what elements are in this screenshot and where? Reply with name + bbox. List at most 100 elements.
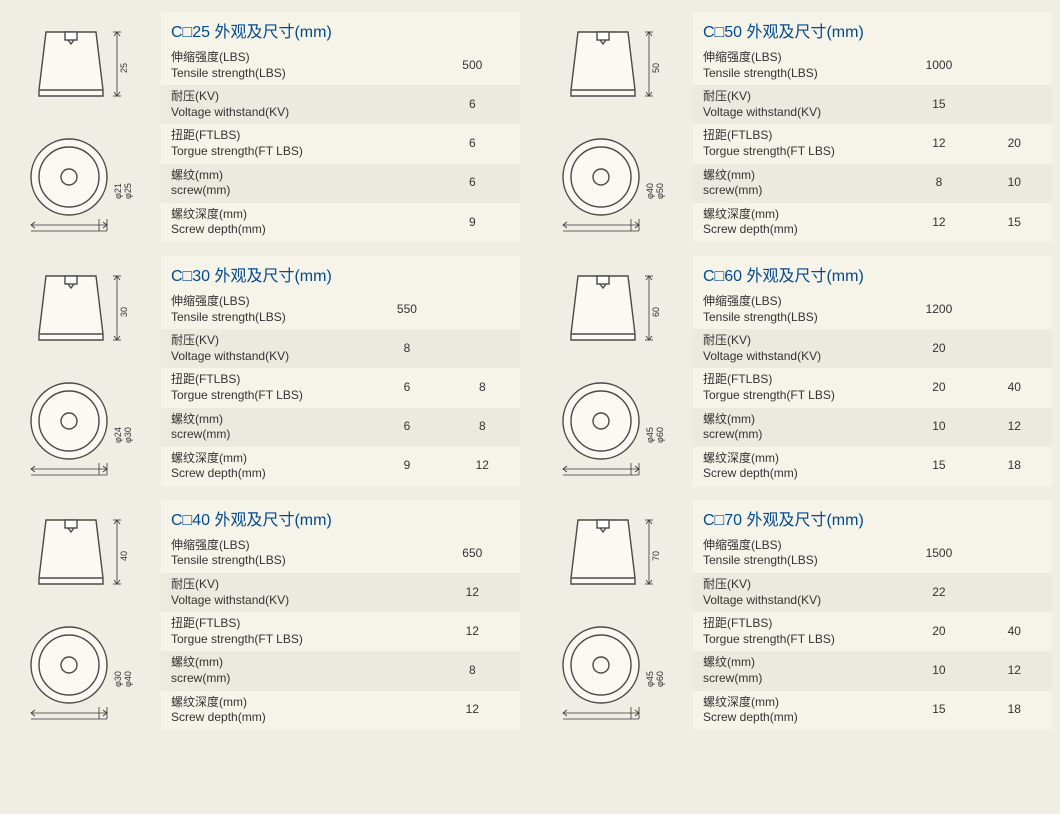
spec-value-1: 12 — [425, 612, 520, 651]
spec-row: 扭距(FTLBS) Torgue strength(FT LBS) 6 — [161, 124, 520, 163]
spec-value-2: 18 — [977, 691, 1052, 730]
spec-row: 伸缩强度(LBS) Tensile strength(LBS) 1500 — [693, 534, 1052, 573]
svg-text:φ50: φ50 — [655, 183, 665, 199]
spec-row: 螺纹(mm) screw(mm) 8 10 — [693, 164, 1052, 203]
spec-row: 扭距(FTLBS) Torgue strength(FT LBS) 20 40 — [693, 612, 1052, 651]
svg-text:φ60: φ60 — [655, 427, 665, 443]
svg-text:φ30: φ30 — [123, 427, 133, 443]
spec-label: 螺纹(mm) screw(mm) — [161, 408, 369, 447]
svg-text:φ30: φ30 — [113, 671, 123, 687]
spec-row: 伸缩强度(LBS) Tensile strength(LBS) 500 — [161, 46, 520, 85]
spec-row: 螺纹(mm) screw(mm) 10 12 — [693, 651, 1052, 690]
spec-label: 耐压(KV) Voltage withstand(KV) — [693, 329, 901, 368]
diagram-column: 40 φ30 φ40 — [8, 500, 153, 730]
spec-value-1: 650 — [425, 534, 520, 573]
spec-row: 耐压(KV) Voltage withstand(KV) 20 — [693, 329, 1052, 368]
spec-label: 螺纹深度(mm) Screw depth(mm) — [693, 203, 901, 242]
spec-row: 伸缩强度(LBS) Tensile strength(LBS) 650 — [161, 534, 520, 573]
spec-row: 螺纹深度(mm) Screw depth(mm) 9 12 — [161, 447, 520, 486]
spec-value-2 — [445, 329, 520, 368]
spec-value-1: 15 — [901, 447, 976, 486]
spec-label: 扭距(FTLBS) Torgue strength(FT LBS) — [161, 612, 425, 651]
spec-value-2: 18 — [977, 447, 1052, 486]
spec-row: 螺纹深度(mm) Screw depth(mm) 15 18 — [693, 447, 1052, 486]
spec-row: 螺纹(mm) screw(mm) 6 8 — [161, 408, 520, 447]
svg-text:25: 25 — [119, 63, 129, 73]
spec-row: 螺纹(mm) screw(mm) 10 12 — [693, 408, 1052, 447]
model-title: C□25 外观及尺寸(mm) — [161, 12, 520, 46]
diagram-column: 60 φ45 φ60 — [540, 256, 685, 486]
data-column: C□50 外观及尺寸(mm) 伸缩强度(LBS) Tensile strengt… — [693, 12, 1052, 242]
spec-row: 螺纹深度(mm) Screw depth(mm) 12 — [161, 691, 520, 730]
diagram-column: 70 φ45 φ60 — [540, 500, 685, 730]
data-column: C□40 外观及尺寸(mm) 伸缩强度(LBS) Tensile strengt… — [161, 500, 520, 730]
spec-value-1: 500 — [425, 46, 520, 85]
model-block-C25: 25 φ21 φ25 C□25 外观及尺寸(mm) 伸缩强度(LBS — [8, 12, 520, 242]
spec-value-2: 8 — [445, 408, 520, 447]
spec-value-1: 8 — [369, 329, 444, 368]
svg-text:φ21: φ21 — [113, 183, 123, 199]
top-view-diagram: φ21 φ25 — [21, 131, 141, 236]
spec-label: 螺纹(mm) screw(mm) — [161, 651, 425, 690]
diagram-column: 30 φ24 φ30 — [8, 256, 153, 486]
spec-value-2 — [977, 534, 1052, 573]
spec-row: 耐压(KV) Voltage withstand(KV) 6 — [161, 85, 520, 124]
data-column: C□60 外观及尺寸(mm) 伸缩强度(LBS) Tensile strengt… — [693, 256, 1052, 486]
diagram-column: 50 φ40 φ50 — [540, 12, 685, 242]
spec-row: 扭距(FTLBS) Torgue strength(FT LBS) 6 8 — [161, 368, 520, 407]
spec-value-1: 12 — [425, 691, 520, 730]
spec-value-1: 1500 — [901, 534, 976, 573]
spec-row: 耐压(KV) Voltage withstand(KV) 8 — [161, 329, 520, 368]
model-block-C60: 60 φ45 φ60 C□60 外观及尺寸(mm) 伸缩强度(LBS — [540, 256, 1052, 486]
spec-label: 螺纹(mm) screw(mm) — [161, 164, 425, 203]
side-view-diagram: 50 — [553, 18, 673, 118]
spec-value-1: 6 — [369, 408, 444, 447]
spec-value-2: 20 — [977, 124, 1052, 163]
spec-value-2: 12 — [977, 408, 1052, 447]
top-view-diagram: φ45 φ60 — [553, 375, 673, 480]
model-block-C70: 70 φ45 φ60 C□70 外观及尺寸(mm) 伸缩强度(LBS — [540, 500, 1052, 730]
spec-value-1: 9 — [425, 203, 520, 242]
left-column: 25 φ21 φ25 C□25 外观及尺寸(mm) 伸缩强度(LBS — [8, 12, 520, 802]
spec-row: 扭距(FTLBS) Torgue strength(FT LBS) 12 — [161, 612, 520, 651]
spec-label: 扭距(FTLBS) Torgue strength(FT LBS) — [693, 368, 901, 407]
spec-value-2 — [977, 329, 1052, 368]
spec-value-2: 15 — [977, 203, 1052, 242]
model-title: C□40 外观及尺寸(mm) — [161, 500, 520, 534]
spec-row: 耐压(KV) Voltage withstand(KV) 15 — [693, 85, 1052, 124]
spec-label: 耐压(KV) Voltage withstand(KV) — [161, 85, 425, 124]
spec-row: 耐压(KV) Voltage withstand(KV) 12 — [161, 573, 520, 612]
spec-table: 伸缩强度(LBS) Tensile strength(LBS) 1000 耐压(… — [693, 46, 1052, 242]
spec-value-1: 10 — [901, 651, 976, 690]
svg-text:φ40: φ40 — [645, 183, 655, 199]
spec-value-2: 12 — [977, 651, 1052, 690]
spec-label: 伸缩强度(LBS) Tensile strength(LBS) — [693, 534, 901, 573]
spec-value-1: 6 — [425, 124, 520, 163]
svg-text:φ45: φ45 — [645, 427, 655, 443]
svg-text:φ60: φ60 — [655, 671, 665, 687]
spec-value-1: 15 — [901, 691, 976, 730]
spec-label: 耐压(KV) Voltage withstand(KV) — [693, 573, 901, 612]
spec-row: 螺纹深度(mm) Screw depth(mm) 12 15 — [693, 203, 1052, 242]
spec-value-1: 12 — [901, 203, 976, 242]
spec-value-1: 8 — [901, 164, 976, 203]
spec-row: 伸缩强度(LBS) Tensile strength(LBS) 550 — [161, 290, 520, 329]
model-title: C□60 外观及尺寸(mm) — [693, 256, 1052, 290]
spec-label: 扭距(FTLBS) Torgue strength(FT LBS) — [161, 124, 425, 163]
spec-label: 伸缩强度(LBS) Tensile strength(LBS) — [693, 290, 901, 329]
diagram-column: 25 φ21 φ25 — [8, 12, 153, 242]
spec-value-1: 20 — [901, 329, 976, 368]
spec-label: 螺纹深度(mm) Screw depth(mm) — [161, 203, 425, 242]
model-title: C□50 外观及尺寸(mm) — [693, 12, 1052, 46]
spec-table: 伸缩强度(LBS) Tensile strength(LBS) 500 耐压(K… — [161, 46, 520, 242]
spec-label: 耐压(KV) Voltage withstand(KV) — [161, 573, 425, 612]
spec-value-1: 9 — [369, 447, 444, 486]
model-block-C30: 30 φ24 φ30 C□30 外观及尺寸(mm) 伸缩强度(LBS — [8, 256, 520, 486]
side-view-diagram: 25 — [21, 18, 141, 118]
svg-text:70: 70 — [651, 551, 661, 561]
svg-text:60: 60 — [651, 307, 661, 317]
model-block-C40: 40 φ30 φ40 C□40 外观及尺寸(mm) 伸缩强度(LBS — [8, 500, 520, 730]
side-view-diagram: 30 — [21, 262, 141, 362]
top-view-diagram: φ24 φ30 — [21, 375, 141, 480]
spec-value-2: 12 — [445, 447, 520, 486]
